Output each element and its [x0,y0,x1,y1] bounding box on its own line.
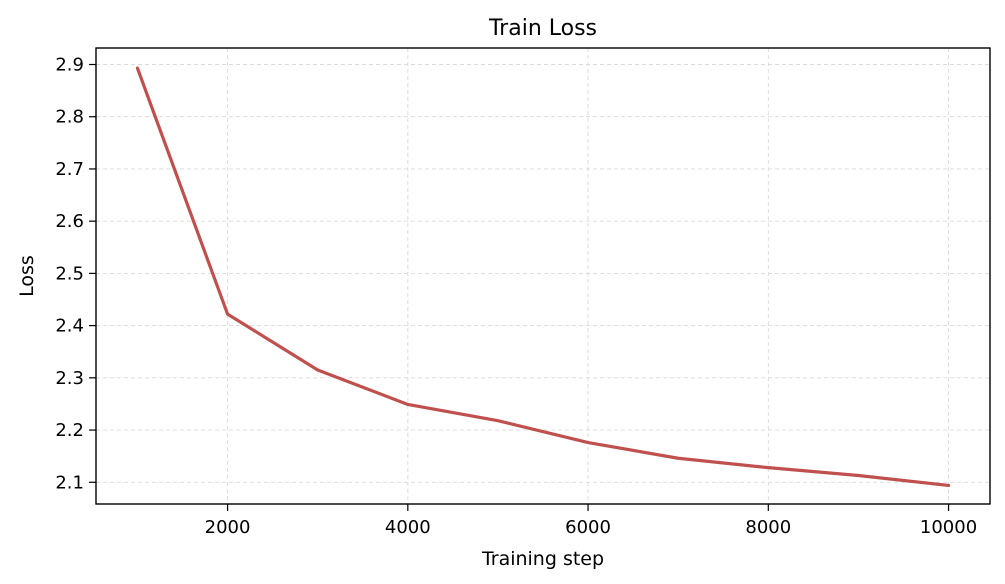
y-axis-label: Loss [16,255,38,297]
y-tick-label: 2.5 [55,263,84,284]
y-tick-label: 2.4 [55,316,84,337]
series-layer [135,66,951,488]
y-axis-ticks: 2.1 2.2 2.3 2.4 2.5 2.6 2.7 2.8 2.9 [55,55,96,493]
chart-title: Train Loss [488,16,597,41]
y-tick-label: 2.6 [55,211,84,232]
x-tick-label: 8000 [745,517,791,538]
x-tick-label: 2000 [205,517,251,538]
y-tick-label: 2.2 [55,420,84,441]
grid [96,48,990,504]
x-axis-ticks: 2000 4000 6000 8000 10000 [205,504,977,538]
y-tick-label: 2.7 [55,159,84,180]
y-tick-label: 2.3 [55,368,84,389]
x-axis-label: Training step [481,548,604,570]
plot-area-frame [95,47,991,505]
x-tick-label: 10000 [920,517,977,538]
train-loss-line [135,66,951,488]
y-tick-label: 2.8 [55,107,84,128]
x-tick-label: 4000 [385,517,431,538]
y-tick-label: 2.1 [55,472,84,493]
x-tick-label: 6000 [565,517,611,538]
y-tick-label: 2.9 [55,55,84,76]
